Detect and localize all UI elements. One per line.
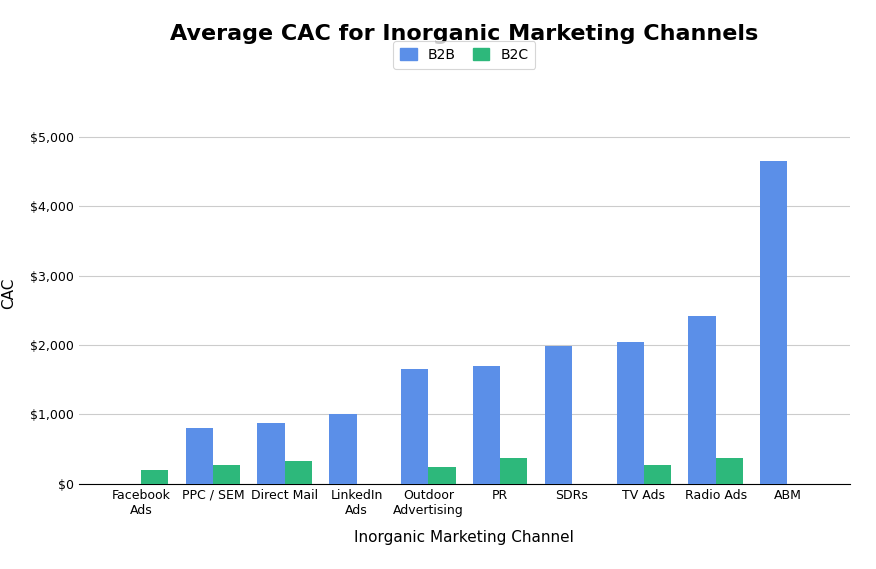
Bar xyxy=(401,369,428,484)
Bar xyxy=(258,423,285,484)
Bar xyxy=(141,470,168,484)
Bar xyxy=(213,465,240,484)
Bar xyxy=(716,458,743,484)
Bar xyxy=(760,162,788,484)
X-axis label: Inorganic Marketing Channel: Inorganic Marketing Channel xyxy=(355,530,574,546)
Bar xyxy=(644,465,671,484)
Bar xyxy=(473,366,500,484)
Bar xyxy=(617,341,644,484)
Bar xyxy=(285,461,312,484)
Bar xyxy=(689,316,716,484)
Bar xyxy=(545,347,572,484)
Bar xyxy=(186,428,213,484)
Bar xyxy=(428,467,456,484)
Y-axis label: CAC: CAC xyxy=(1,277,16,309)
Bar xyxy=(500,458,527,484)
Legend: B2B, B2C: B2B, B2C xyxy=(393,41,535,69)
Title: Average CAC for Inorganic Marketing Channels: Average CAC for Inorganic Marketing Chan… xyxy=(170,24,759,44)
Bar xyxy=(329,414,357,484)
